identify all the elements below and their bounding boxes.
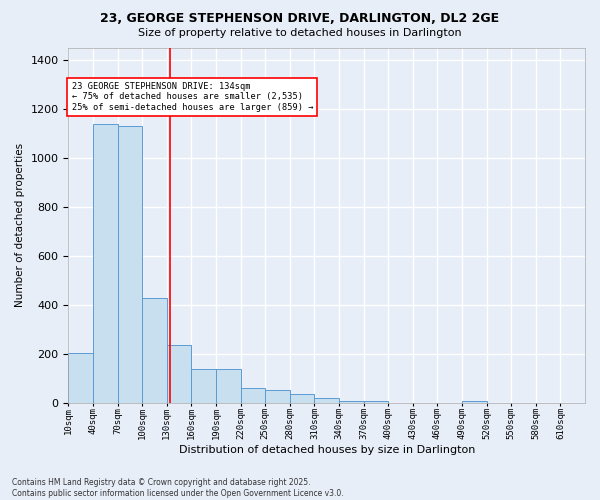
Bar bbox=[191, 368, 216, 403]
Bar bbox=[142, 298, 167, 403]
X-axis label: Distribution of detached houses by size in Darlington: Distribution of detached houses by size … bbox=[179, 445, 475, 455]
Text: Size of property relative to detached houses in Darlington: Size of property relative to detached ho… bbox=[138, 28, 462, 38]
Bar bbox=[339, 400, 364, 403]
Bar bbox=[364, 400, 388, 403]
Bar bbox=[68, 353, 93, 403]
Bar bbox=[314, 398, 339, 403]
Bar bbox=[118, 126, 142, 403]
Bar bbox=[265, 390, 290, 403]
Bar bbox=[93, 124, 118, 403]
Text: Contains HM Land Registry data © Crown copyright and database right 2025.
Contai: Contains HM Land Registry data © Crown c… bbox=[12, 478, 344, 498]
Text: 23 GEORGE STEPHENSON DRIVE: 134sqm
← 75% of detached houses are smaller (2,535)
: 23 GEORGE STEPHENSON DRIVE: 134sqm ← 75%… bbox=[71, 82, 313, 112]
Bar bbox=[216, 368, 241, 403]
Bar bbox=[241, 388, 265, 403]
Bar bbox=[462, 400, 487, 403]
Y-axis label: Number of detached properties: Number of detached properties bbox=[15, 143, 25, 308]
Bar bbox=[167, 346, 191, 403]
Text: 23, GEORGE STEPHENSON DRIVE, DARLINGTON, DL2 2GE: 23, GEORGE STEPHENSON DRIVE, DARLINGTON,… bbox=[100, 12, 500, 26]
Bar bbox=[290, 394, 314, 403]
